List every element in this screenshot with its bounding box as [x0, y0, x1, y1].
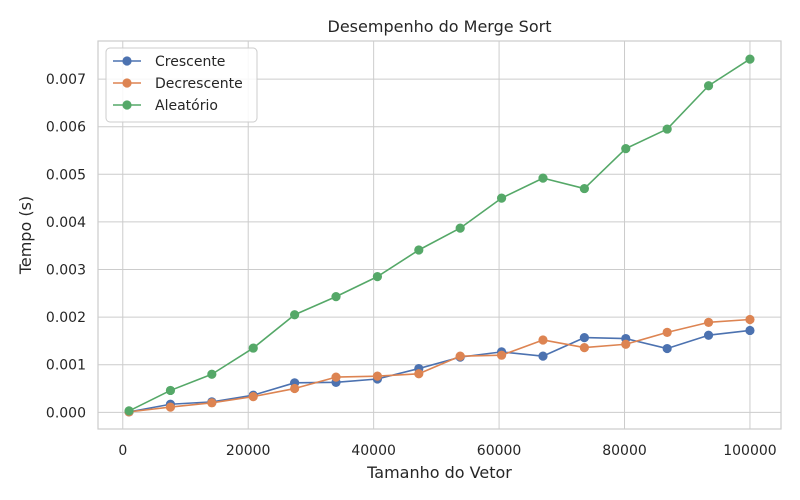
legend: Crescente Decrescente Aleatório: [105, 47, 258, 123]
data-point: [703, 81, 714, 91]
chart-title: Desempenho do Merge Sort: [328, 17, 552, 36]
series-line: [128, 58, 751, 412]
x-tick-label: 100000: [723, 443, 776, 459]
y-tick-label: 0.000: [46, 405, 86, 421]
data-point: [745, 325, 755, 336]
data-point: [538, 335, 548, 345]
x-tick-label: 80000: [602, 443, 647, 459]
data-point: [124, 406, 134, 416]
data-point: [207, 398, 217, 408]
legend-label: Aleatório: [155, 98, 218, 114]
data-point: [455, 223, 465, 233]
x-tick-label: 20000: [226, 443, 271, 459]
data-point: [248, 392, 258, 402]
data-point: [745, 54, 755, 64]
data-point: [538, 173, 548, 183]
legend-item: Aleatório: [113, 98, 218, 114]
series-line: [128, 318, 751, 413]
y-tick-labels: 0.000 0.001 0.002 0.003 0.004 0.005 0.006 0.007: [46, 72, 86, 421]
legend-box: [105, 47, 258, 123]
x-tick-labels: 0 20000 40000 60000 80000 100000: [118, 443, 776, 459]
legend-label: Decrescente: [155, 76, 243, 92]
y-tick-label: 0.007: [46, 72, 86, 88]
series-2: [124, 54, 755, 416]
data-point: [372, 272, 383, 282]
x-tick-label: 60000: [477, 443, 522, 459]
data-point: [290, 310, 300, 320]
legend-label: Crescente: [155, 54, 225, 70]
y-tick-label: 0.005: [46, 167, 86, 183]
data-point: [579, 183, 589, 194]
y-axis-label: Tempo (s): [16, 196, 35, 275]
series-0: [124, 325, 755, 417]
plot-area: [124, 54, 755, 417]
plot-frame: [97, 40, 782, 430]
data-point: [621, 143, 631, 154]
y-tick-label: 0.006: [46, 120, 86, 136]
data-point: [331, 372, 341, 382]
data-point: [703, 330, 714, 340]
data-point: [414, 245, 424, 255]
data-point: [662, 327, 672, 337]
legend-item: Decrescente: [113, 76, 243, 92]
y-tick-label: 0.003: [46, 263, 86, 279]
y-tick-label: 0.004: [46, 215, 86, 231]
data-point: [579, 342, 589, 353]
legend-item: Crescente: [113, 54, 225, 70]
legend-marker: [122, 56, 132, 66]
data-point: [331, 292, 341, 302]
y-tick-label: 0.002: [46, 310, 86, 326]
y-tick-label: 0.001: [46, 358, 86, 374]
data-point: [496, 193, 507, 203]
data-point: [538, 351, 548, 361]
data-point: [496, 350, 507, 360]
data-point: [414, 369, 424, 379]
data-point: [662, 124, 672, 134]
data-point: [662, 343, 672, 354]
data-point: [703, 317, 714, 327]
data-point: [207, 369, 217, 379]
legend-marker: [122, 100, 132, 110]
data-point: [621, 339, 631, 349]
data-point: [165, 402, 176, 412]
data-point: [455, 351, 465, 361]
x-axis-label: Tamanho do Vetor: [366, 463, 512, 482]
series-line: [128, 329, 751, 413]
data-point: [579, 332, 589, 343]
data-point: [372, 371, 383, 381]
data-point: [745, 314, 755, 325]
series-1: [124, 314, 755, 417]
x-tick-label: 40000: [351, 443, 396, 459]
data-point: [165, 385, 176, 396]
legend-marker: [122, 78, 132, 88]
x-tick-label: 0: [118, 443, 127, 459]
data-point: [248, 343, 258, 353]
data-point: [290, 383, 300, 394]
